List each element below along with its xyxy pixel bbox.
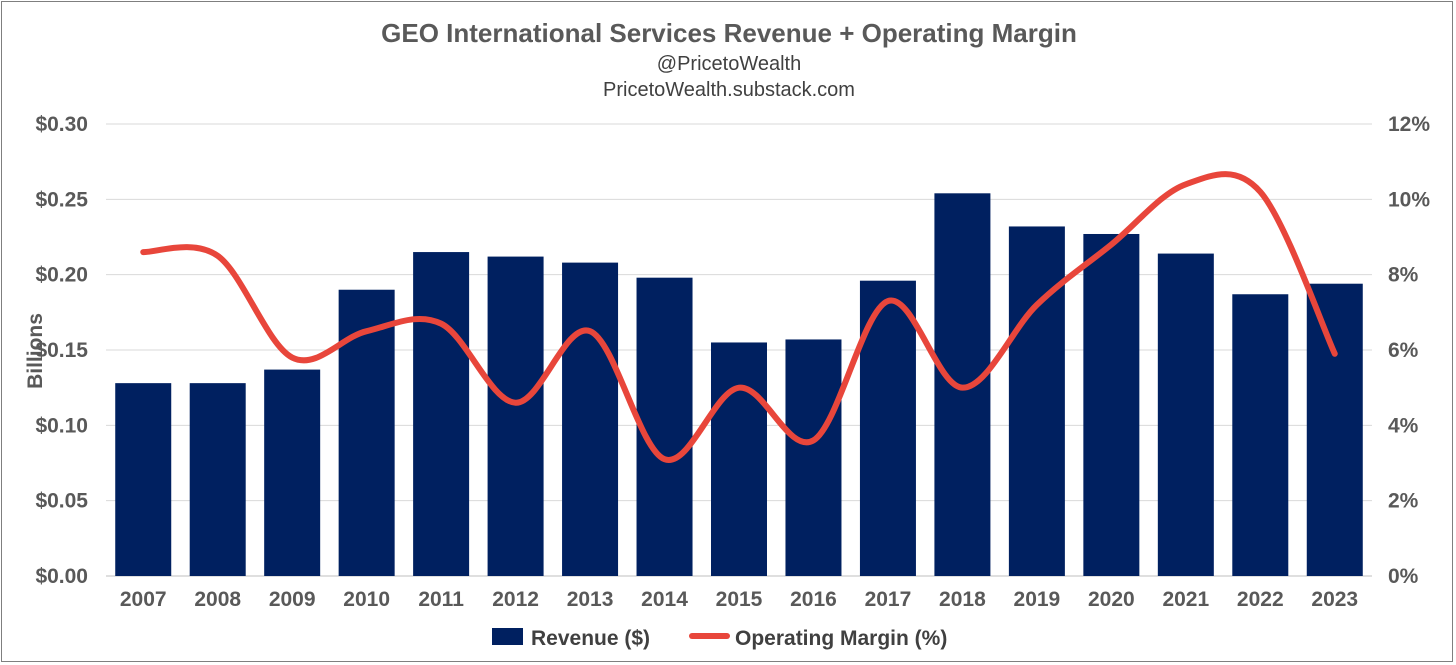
revenue-bar [1008, 226, 1065, 576]
revenue-bar [264, 369, 321, 576]
x-tick-label: 2007 [120, 588, 167, 611]
y2-tick-label: 4% [1388, 414, 1419, 437]
legend: Revenue ($) Operating Margin (%) [492, 627, 947, 650]
y-tick-label: $0.30 [35, 113, 88, 136]
revenue-bar [1306, 283, 1363, 576]
revenue-bar [562, 262, 619, 576]
y-tick-label: $0.20 [35, 264, 88, 287]
right-axis-ticks: 0% 2% 4% 6% 8% 10% 12% [1388, 113, 1430, 588]
y-axis-label: Billions [24, 313, 47, 389]
x-tick-label: 2021 [1162, 588, 1209, 611]
legend-swatch-revenue [492, 628, 523, 645]
x-tick-label: 2023 [1311, 588, 1358, 611]
revenue-bar [1083, 233, 1140, 576]
revenue-bar [1157, 253, 1214, 576]
y2-tick-label: 6% [1388, 339, 1419, 362]
x-tick-label: 2009 [269, 588, 316, 611]
x-tick-label: 2012 [492, 588, 539, 611]
revenue-bar [115, 383, 172, 576]
revenue-bar [487, 256, 544, 576]
x-tick-label: 2017 [865, 588, 912, 611]
y2-tick-label: 8% [1388, 264, 1419, 287]
revenue-bar [636, 277, 693, 576]
revenue-bar [785, 339, 842, 576]
operating-margin-line [140, 171, 1338, 463]
chart-subtitle-handle: @PricetoWealth [657, 53, 801, 75]
revenue-bar [189, 383, 246, 576]
x-tick-label: 2014 [641, 588, 688, 611]
revenue-bars [115, 193, 1363, 577]
x-tick-label: 2022 [1237, 588, 1284, 611]
revenue-bar [413, 252, 470, 577]
x-tick-label: 2018 [939, 588, 986, 611]
x-tick-label: 2019 [1014, 588, 1061, 611]
left-axis-ticks: $0.00 $0.05 $0.10 $0.15 $0.20 $0.25 $0.30 [35, 113, 88, 588]
x-tick-label: 2020 [1088, 588, 1135, 611]
y-tick-label: $0.15 [35, 339, 88, 362]
revenue-bar [711, 342, 767, 576]
y2-tick-label: 2% [1388, 490, 1419, 513]
x-axis-ticks: 2007 2008 2009 2010 2011 2012 2013 2014 2015 2016… [120, 588, 1358, 611]
y2-tick-label: 0% [1388, 565, 1419, 588]
legend-label-margin: Operating Margin (%) [735, 627, 947, 650]
revenue-bar [1232, 294, 1289, 576]
y-tick-label: $0.25 [35, 188, 88, 211]
x-tick-label: 2008 [194, 588, 241, 611]
y-tick-label: $0.10 [35, 414, 88, 437]
x-tick-label: 2016 [790, 588, 837, 611]
x-tick-label: 2011 [418, 588, 464, 611]
margin-line-group [140, 171, 1338, 463]
x-tick-label: 2010 [343, 588, 390, 611]
y-tick-label: $0.05 [35, 490, 88, 513]
y2-tick-label: 12% [1388, 113, 1430, 136]
chart-subtitle-url: PricetoWealth.substack.com [603, 79, 855, 101]
revenue-bar [934, 193, 991, 576]
y2-tick-label: 10% [1388, 188, 1430, 211]
x-tick-label: 2015 [716, 588, 763, 611]
y-tick-label: $0.00 [35, 565, 88, 588]
x-tick-label: 2013 [567, 588, 614, 611]
chart-title: GEO International Services Revenue + Ope… [381, 18, 1077, 48]
legend-label-revenue: Revenue ($) [531, 627, 650, 650]
